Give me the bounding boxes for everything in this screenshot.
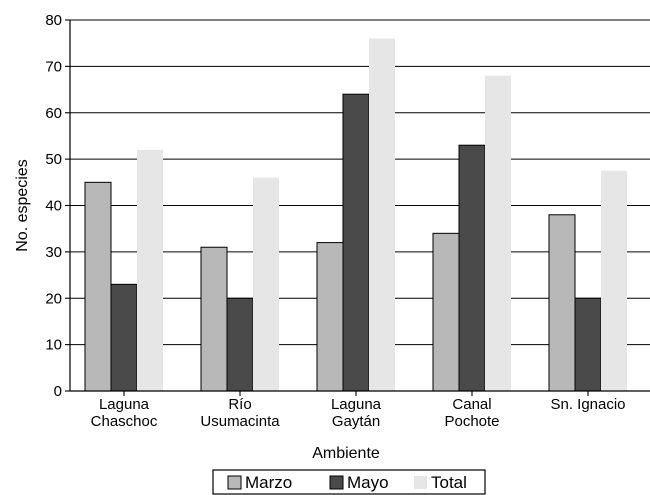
bar-marzo-4 [548,214,576,392]
bar-marzo-0 [84,181,112,392]
y-tick-label: 10 [45,337,62,354]
bar-marzo-3 [432,232,460,392]
y-tick-label: 40 [45,198,62,215]
legend-swatch-marzo [227,475,242,490]
bar-marzo-1 [200,246,228,392]
bar-total-3 [485,75,511,392]
y-tick-label: 30 [45,244,62,261]
x-category-label: Sn. Ignacio [550,396,625,413]
x-axis: Laguna Chaschoc Río Usumacinta Laguna Gaytán C… [70,390,650,430]
legend-swatch-total [414,476,427,489]
y-axis-title: No. especies [14,159,31,252]
bar-total-2 [369,38,395,392]
bar-mayo-3 [458,144,486,392]
legend-label-total: Total [431,473,467,492]
x-category-label: Río Usumacinta [200,396,280,430]
x-category-label: Laguna Chaschoc [91,396,158,430]
bar-mayo-1 [226,297,254,392]
legend-label-mayo: Mayo [347,473,389,492]
legend-box [212,469,486,495]
x-axis-title: Ambiente [312,445,380,462]
y-tick-label: 60 [45,105,62,122]
y-axis: 0 10 20 30 40 50 60 70 80 [45,12,71,400]
bar-mayo-4 [574,297,602,392]
x-category-label: Laguna Gaytán [331,396,382,430]
bar-total-0 [137,149,163,391]
legend-swatch-mayo [329,475,344,490]
bar-total-4 [601,170,627,391]
y-tick-label: 80 [45,12,62,29]
bar-mayo-0 [110,283,138,392]
y-tick-label: 70 [45,58,62,75]
x-category-label: Canal Pochote [444,396,499,430]
bar-marzo-2 [316,242,344,392]
bar-mayo-2 [342,93,370,392]
y-tick-label: 20 [45,290,62,307]
bar-total-1 [253,177,279,391]
bars [84,38,627,392]
y-tick-label: 50 [45,151,62,168]
legend: Marzo Mayo Total [212,469,486,495]
y-tick-label: 0 [54,383,62,400]
legend-label-marzo: Marzo [245,473,292,492]
